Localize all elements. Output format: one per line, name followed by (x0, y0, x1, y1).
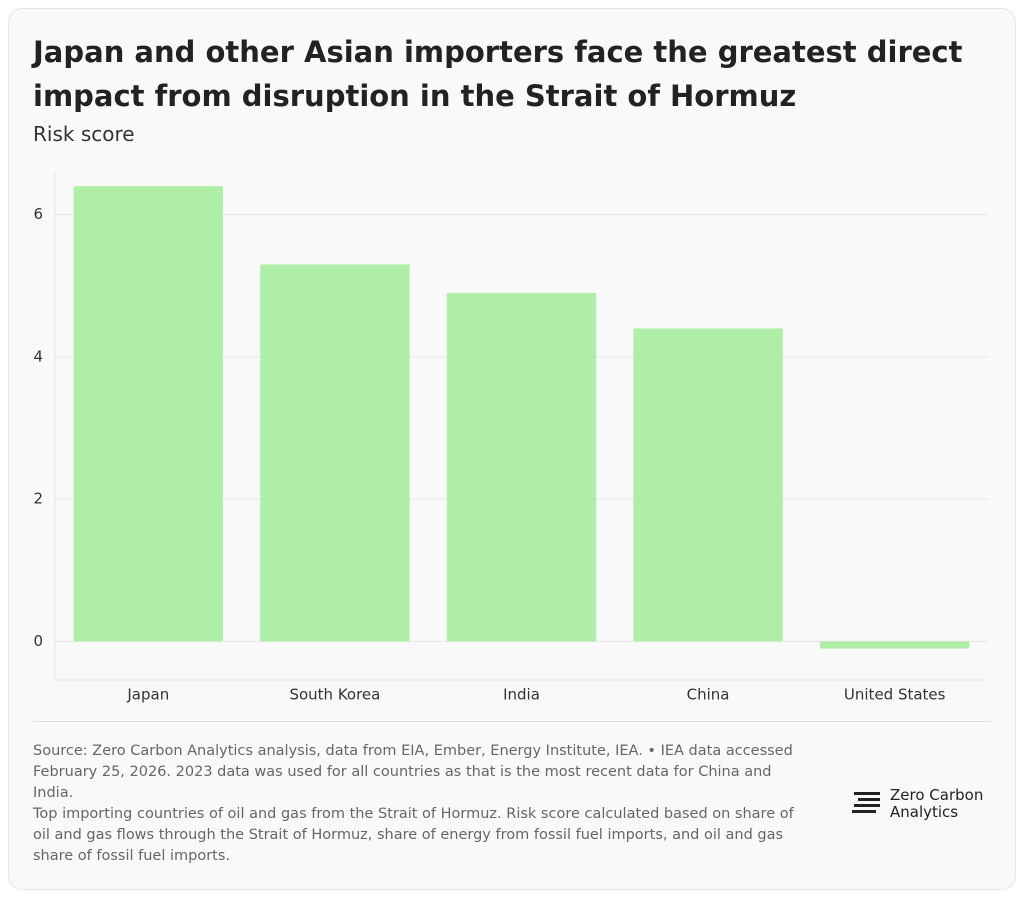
logo-icon (852, 792, 880, 813)
x-tick-label: United States (844, 686, 946, 704)
bar (633, 328, 783, 642)
y-tick-label: 0 (33, 632, 43, 650)
x-tick-label: South Korea (289, 686, 380, 704)
method-note: Top importing countries of oil and gas f… (33, 806, 794, 864)
bar (73, 186, 223, 642)
y-tick-label: 4 (33, 347, 43, 365)
logo-text: Zero Carbon Analytics (890, 786, 984, 821)
bar (260, 264, 410, 642)
x-tick-label: Japan (126, 686, 169, 704)
y-tick-label: 6 (33, 205, 43, 223)
bar (446, 292, 597, 642)
x-tick-label: China (687, 686, 730, 704)
chart-subtitle: Risk score (33, 122, 135, 146)
bar (820, 641, 970, 649)
y-tick-label: 2 (33, 490, 43, 508)
separator (33, 721, 991, 722)
chart-title: Japan and other Asian importers face the… (33, 35, 963, 113)
source-note: Source: Zero Carbon Analytics analysis, … (33, 743, 793, 801)
x-tick-label: India (503, 686, 540, 704)
